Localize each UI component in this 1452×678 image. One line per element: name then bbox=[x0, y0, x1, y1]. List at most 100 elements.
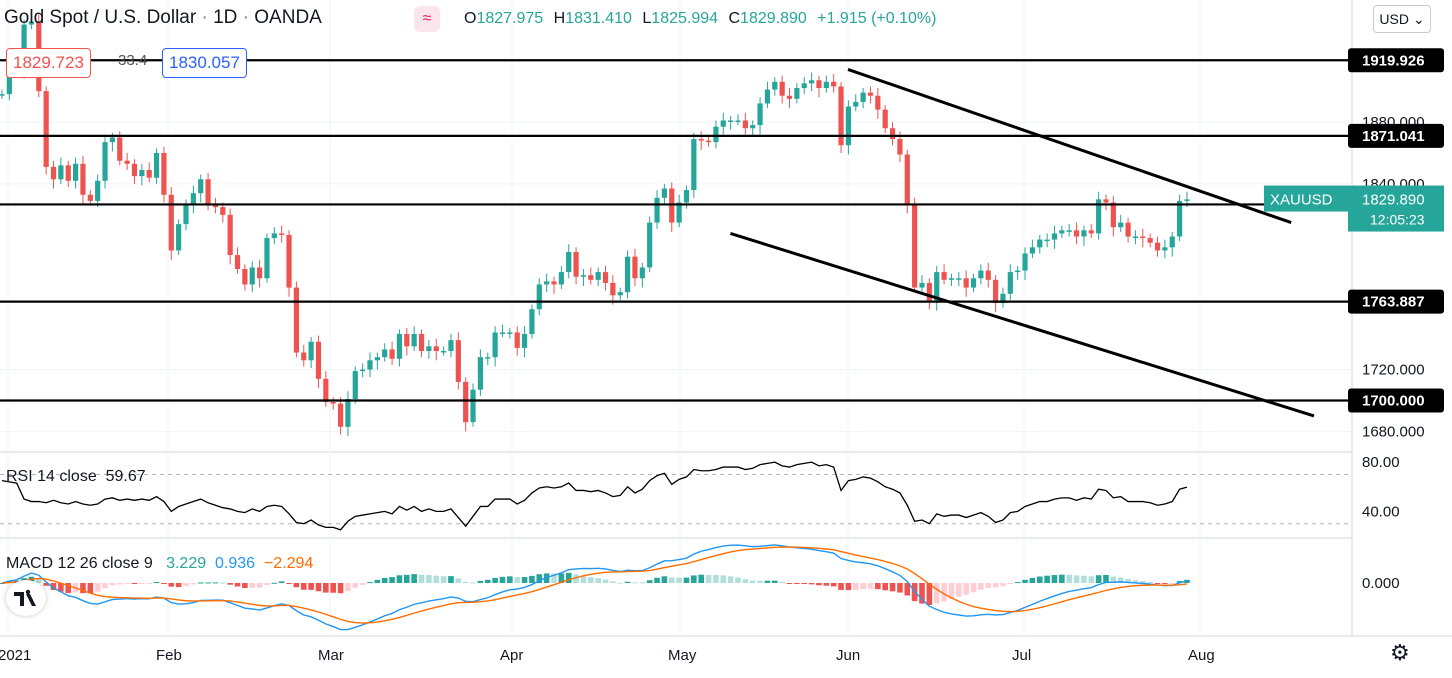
candle bbox=[257, 267, 263, 279]
macd-histogram-bar bbox=[602, 579, 609, 583]
macd-histogram-bar bbox=[293, 583, 300, 588]
candle bbox=[28, 21, 35, 25]
gear-icon[interactable]: ⚙ bbox=[1390, 640, 1410, 665]
candle bbox=[367, 360, 373, 370]
candle bbox=[220, 207, 226, 215]
candle bbox=[963, 278, 969, 288]
interval-label[interactable]: 1D bbox=[213, 7, 238, 28]
compare-icon[interactable]: ≈ bbox=[414, 6, 440, 32]
macd-histogram-bar bbox=[102, 583, 108, 589]
macd-histogram-bar bbox=[1162, 583, 1168, 584]
macd-histogram-bar bbox=[80, 583, 86, 594]
macd-histogram-bar bbox=[683, 577, 690, 583]
macd-histogram-bar bbox=[87, 583, 94, 594]
candle bbox=[1059, 230, 1065, 234]
level-price-tag bbox=[1348, 388, 1444, 413]
candle bbox=[750, 125, 756, 129]
candle bbox=[617, 292, 623, 296]
candle bbox=[610, 282, 616, 296]
candle bbox=[1081, 230, 1087, 237]
macd-histogram-bar bbox=[65, 583, 72, 594]
candle bbox=[912, 204, 918, 288]
macd-histogram-bar bbox=[352, 583, 359, 588]
candle bbox=[801, 83, 807, 88]
macd-histogram-bar bbox=[889, 583, 896, 592]
macd-histogram-bar bbox=[904, 583, 911, 596]
candle bbox=[514, 332, 520, 348]
macd-histogram-bar bbox=[323, 583, 329, 593]
macd-histogram-bar bbox=[109, 583, 116, 586]
candle bbox=[234, 255, 241, 269]
candle bbox=[249, 267, 255, 285]
time-tick-label: 2021 bbox=[0, 647, 31, 664]
macd-histogram-bar bbox=[1169, 583, 1176, 584]
currency-select[interactable]: USD ⌄ bbox=[1373, 5, 1431, 33]
buy-button[interactable]: 1830.057 bbox=[162, 48, 247, 78]
candle bbox=[1162, 247, 1168, 251]
candle bbox=[772, 81, 778, 90]
spread-value: 33.4 bbox=[118, 52, 148, 69]
tradingview-logo-icon[interactable] bbox=[6, 580, 46, 616]
countdown-label: 12:05:23 bbox=[1370, 212, 1425, 228]
candle bbox=[492, 332, 498, 358]
candle bbox=[1177, 200, 1183, 237]
macd-histogram-bar bbox=[58, 583, 64, 592]
candle bbox=[212, 205, 219, 208]
candle bbox=[860, 92, 866, 102]
sell-button[interactable]: 1829.723 bbox=[6, 48, 91, 78]
macd-histogram-bar bbox=[507, 576, 513, 583]
candle bbox=[360, 369, 366, 372]
macd-histogram-bar bbox=[588, 577, 594, 583]
candle bbox=[889, 128, 896, 140]
macd-histogram-bar bbox=[300, 583, 307, 590]
candle bbox=[389, 349, 395, 359]
candle bbox=[176, 224, 182, 251]
candle bbox=[853, 101, 859, 107]
macd-histogram-bar bbox=[720, 575, 727, 583]
macd-histogram-bar bbox=[448, 576, 454, 583]
macd-histogram-bar bbox=[610, 581, 616, 583]
macd-histogram-bar bbox=[337, 583, 344, 594]
candle bbox=[786, 95, 793, 99]
candle bbox=[573, 251, 579, 277]
macd-histogram-bar bbox=[389, 577, 395, 583]
macd-histogram-bar bbox=[1088, 576, 1095, 583]
candle bbox=[433, 346, 439, 351]
symbol-title[interactable]: Gold Spot / U.S. Dollar · 1D · OANDA bbox=[4, 7, 322, 28]
candle bbox=[985, 270, 991, 280]
macd-histogram-bar bbox=[565, 572, 572, 583]
rsi-legend[interactable]: RSI 14 close 59.67 bbox=[6, 468, 146, 485]
time-tick-label: Apr bbox=[500, 647, 523, 664]
macd-histogram-bar bbox=[897, 583, 903, 593]
macd-histogram-bar bbox=[823, 583, 830, 586]
macd-histogram-bar bbox=[867, 583, 874, 589]
candle bbox=[279, 233, 285, 235]
macd-histogram-bar bbox=[676, 577, 682, 583]
macd-histogram-bar bbox=[514, 577, 520, 583]
macd-histogram-bar bbox=[43, 583, 49, 586]
macd-histogram-bar bbox=[190, 583, 197, 585]
macd-histogram-bar bbox=[816, 583, 822, 586]
macd-histogram-bar bbox=[978, 583, 984, 590]
macd-histogram-bar bbox=[830, 583, 837, 587]
macd-histogram-bar bbox=[455, 578, 462, 583]
candle bbox=[183, 205, 189, 225]
current-price-label: 1829.890 bbox=[1362, 192, 1425, 209]
macd-histogram-bar bbox=[470, 582, 476, 584]
macd-histogram-bar bbox=[521, 576, 528, 583]
macd-histogram-bar bbox=[1029, 578, 1036, 583]
macd-histogram-bar bbox=[256, 583, 263, 588]
candle bbox=[1169, 236, 1175, 248]
macd-histogram-bar bbox=[227, 583, 233, 585]
macd-histogram-bar bbox=[234, 583, 241, 587]
macd-histogram-bar bbox=[139, 583, 145, 584]
candle bbox=[21, 24, 27, 70]
macd-histogram-bar bbox=[315, 583, 322, 592]
macd-histogram-bar bbox=[941, 583, 947, 602]
candle bbox=[728, 120, 734, 122]
candle bbox=[161, 152, 167, 195]
candle bbox=[190, 193, 196, 206]
candle bbox=[315, 341, 322, 379]
macd-legend[interactable]: MACD 12 26 close 9 3.229 0.936 −2.294 bbox=[6, 555, 314, 572]
